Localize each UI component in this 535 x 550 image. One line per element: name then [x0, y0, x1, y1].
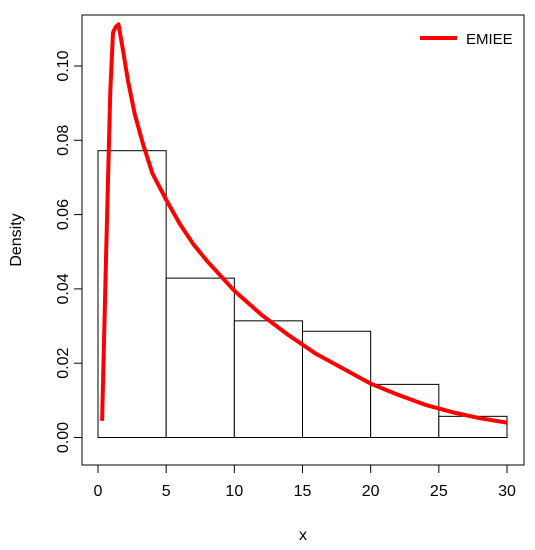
- density-curve-emiee: [100, 22, 508, 425]
- x-tick-label-0: 0: [94, 483, 103, 500]
- histogram-bar-2: [233, 320, 303, 438]
- legend: EMIEE: [420, 31, 513, 48]
- x-axis-ticks: 0 5 10 15 20 25 30: [94, 464, 516, 500]
- y-tick-label-0: 0.00: [55, 422, 72, 453]
- x-tick-label-5: 25: [430, 483, 448, 500]
- y-tick-label-1: 0.02: [55, 348, 72, 379]
- x-tick-label-4: 20: [362, 483, 380, 500]
- y-tick-label-5: 0.10: [55, 50, 72, 81]
- histogram-bar-4: [370, 383, 440, 438]
- y-tick-label-4: 0.08: [55, 125, 72, 156]
- density-curve-layer: [100, 22, 508, 425]
- y-tick-label-2: 0.04: [55, 273, 72, 304]
- y-tick-label-3: 0.06: [55, 199, 72, 230]
- legend-label-emiee: EMIEE: [466, 31, 513, 48]
- histogram-bar-1: [165, 277, 235, 438]
- x-axis-title: x: [299, 527, 307, 544]
- x-tick-label-6: 30: [498, 483, 516, 500]
- histogram-bar-3: [302, 330, 372, 439]
- x-tick-label-1: 5: [162, 483, 171, 500]
- x-tick-label-2: 10: [225, 483, 243, 500]
- y-axis-ticks: 0.00 0.02 0.04 0.06 0.08 0.10: [55, 50, 83, 453]
- y-axis-title: Density: [8, 213, 25, 266]
- x-tick-label-3: 15: [294, 483, 312, 500]
- histogram-bars: [97, 150, 508, 439]
